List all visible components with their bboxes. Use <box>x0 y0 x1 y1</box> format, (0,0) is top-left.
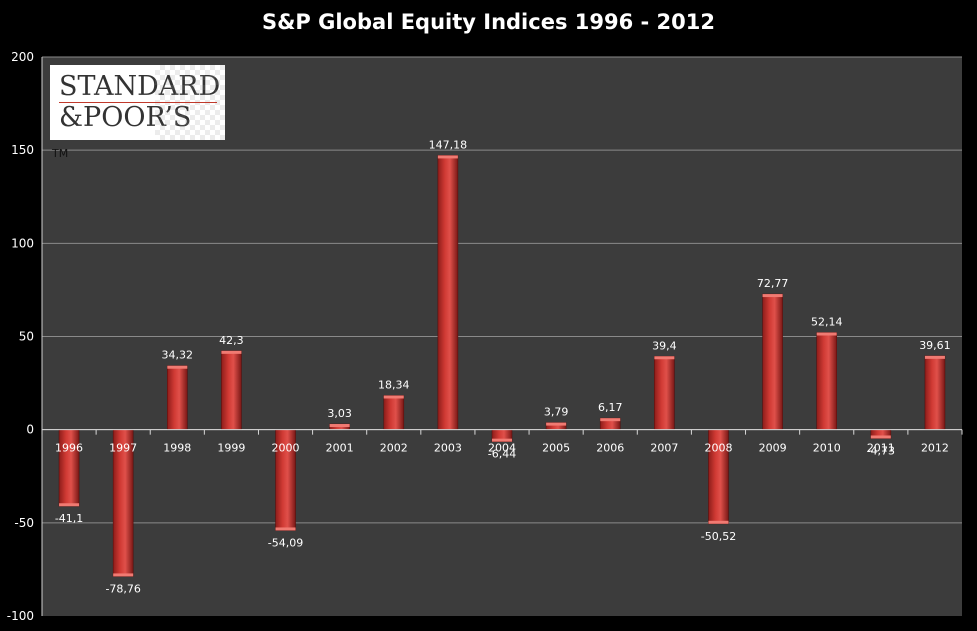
trademark-mark: TM <box>52 147 69 160</box>
data-label: 147,18 <box>429 138 468 151</box>
x-tick-label: 2010 <box>813 442 841 455</box>
data-label: 34,32 <box>162 349 194 362</box>
bar <box>166 365 188 430</box>
data-label: -6,44 <box>488 448 516 461</box>
bar-cap <box>816 332 837 336</box>
data-label: -4,73 <box>867 444 895 457</box>
bar-cap <box>762 294 783 298</box>
y-tick-label: 150 <box>11 143 34 157</box>
x-tick-label: 2003 <box>434 442 462 455</box>
bar-cap <box>437 155 458 159</box>
bar <box>437 155 459 430</box>
data-label: -54,09 <box>268 536 303 549</box>
x-tick-label: 2004 <box>488 442 516 455</box>
data-label: 42,3 <box>219 334 244 347</box>
standard-poors-logo: STANDARD &POOR’S <box>50 65 225 140</box>
bar <box>654 355 675 430</box>
logo-line-1: STANDARD <box>59 71 221 102</box>
data-label: 6,17 <box>598 401 623 414</box>
y-tick-label: 0 <box>26 423 34 437</box>
logo-line-2: &POOR’S <box>59 102 192 133</box>
bar <box>221 350 242 430</box>
bar-cap <box>654 356 675 360</box>
x-tick-label: 2000 <box>272 442 300 455</box>
data-label: 3,03 <box>327 407 352 420</box>
x-tick-label: 1998 <box>163 442 191 455</box>
y-tick-label: -50 <box>14 516 34 530</box>
bar-cap <box>492 438 512 442</box>
x-tick-label: 2008 <box>704 442 732 455</box>
bar-cap <box>924 355 945 359</box>
x-tick-label: 2009 <box>759 442 787 455</box>
bar <box>383 395 405 430</box>
x-tick-label: 2006 <box>596 442 624 455</box>
data-label: 3,79 <box>544 406 569 419</box>
data-label: -41,1 <box>55 512 83 525</box>
x-tick-label: 1996 <box>55 442 83 455</box>
y-tick-label: 200 <box>11 50 34 64</box>
data-label: -78,76 <box>105 582 140 595</box>
data-label: 18,34 <box>378 378 410 391</box>
bar-cap <box>275 527 296 531</box>
bar <box>816 332 838 430</box>
bar-cap <box>59 503 80 507</box>
bar <box>924 355 946 430</box>
bar-cap <box>329 424 350 428</box>
bar <box>762 293 783 430</box>
data-label: 72,77 <box>757 277 789 290</box>
y-tick-label: -100 <box>7 609 34 623</box>
data-label: 39,4 <box>652 339 677 352</box>
bar-cap <box>221 350 242 354</box>
x-tick-label: 2002 <box>380 442 408 455</box>
y-tick-label: 100 <box>11 236 34 250</box>
data-label: 39,61 <box>919 339 951 352</box>
bar-cap <box>708 520 729 524</box>
bar-cap <box>870 435 891 439</box>
bar-cap <box>383 395 404 399</box>
x-tick-label: 2011 <box>867 442 895 455</box>
x-tick-label: 2007 <box>650 442 678 455</box>
chart-title: S&P Global Equity Indices 1996 - 2012 <box>261 10 715 34</box>
data-label: 52,14 <box>811 316 843 329</box>
logo-rule <box>59 102 217 103</box>
x-tick-label: 1999 <box>217 442 245 455</box>
x-tick-label: 2001 <box>326 442 354 455</box>
x-tick-label: 2012 <box>921 442 949 455</box>
y-tick-label: 50 <box>19 330 34 344</box>
x-tick-label: 2005 <box>542 442 570 455</box>
bar-cap <box>113 573 134 577</box>
data-label: -50,52 <box>701 530 736 543</box>
x-tick-label: 1997 <box>109 442 137 455</box>
bar-cap <box>167 365 188 369</box>
bar-cap <box>546 422 567 426</box>
bar-cap <box>600 418 621 422</box>
